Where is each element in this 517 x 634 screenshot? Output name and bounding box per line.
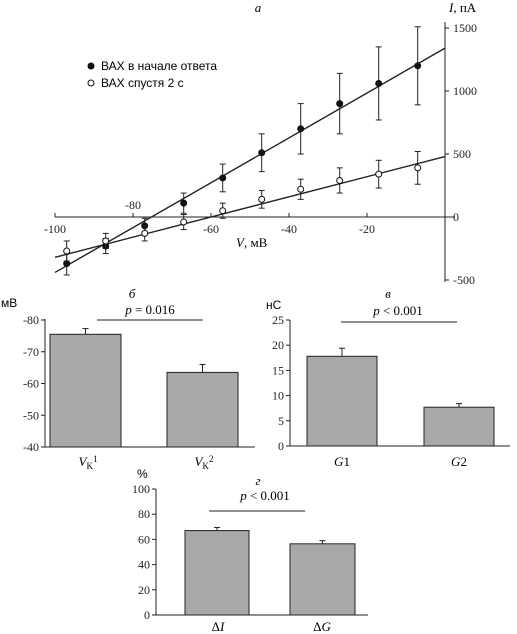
panel-a-label: а [255,0,262,15]
panel-g-category-2: ΔG [313,619,331,634]
data-point-series-2 [63,247,71,255]
y-tick-label: -40 [23,440,39,454]
panel-g-plot-area: 0 20 40 60 80 100 [132,482,356,622]
panel-a-y-unit: , пА [453,0,476,15]
y-tick-label: 500 [453,147,471,161]
panel-a-x-axis-title: V, мВ [236,235,268,250]
panel-a-iv-curves: а -100 -80 -60 -40 -20 -500 0 500 1000 1500 V, м… [44,0,477,287]
panel-v-label: в [385,286,391,301]
panel-a-y-ticks: -500 0 500 1000 1500 [445,21,477,287]
bar-2 [423,406,495,447]
y-tick-label: 20 [272,338,284,352]
data-point-series-1 [336,100,344,108]
y-tick-label: 20 [138,583,150,597]
panel-v-category-1: G1 [334,454,350,469]
legend-marker-filled [87,62,95,70]
legend-marker-open [87,79,95,87]
data-point-series-1 [180,199,188,207]
data-point-series-1 [258,149,266,157]
y-tick-label: 80 [138,507,150,521]
legend-label-series-2: ВАХ спустя 2 с [101,76,184,90]
data-point-series-2 [141,229,149,237]
bar-1 [184,530,250,616]
panel-g-unit: % [137,467,148,481]
y-tick-label: 1500 [453,21,477,35]
data-point-series-2 [297,185,305,193]
legend-label-series-1: ВАХ в начале ответа [101,59,217,73]
panel-g-category-1: ΔI [212,619,225,634]
y-tick-label: -70 [23,345,39,359]
panel-a-y-var: I [448,0,454,15]
panel-a-x-unit: , мВ [244,235,268,250]
y-tick-label: 60 [138,532,150,546]
panel-v-category-2: G2 [451,454,467,469]
y-tick-label: 1000 [453,84,477,98]
data-point-series-1 [297,125,305,133]
panel-a-legend: ВАХ в начале ответа ВАХ спустя 2 с [87,59,217,90]
y-tick-label: 0 [144,608,150,622]
bar-2 [166,371,239,448]
panel-g-percent-bars: г % p < 0.001 0 20 40 60 80 100 ΔI ΔG [132,467,368,634]
bar-2 [289,543,356,616]
y-tick-label: -50 [23,408,39,422]
panel-b-p-value: p = 0.016 [124,302,175,317]
data-point-series-1 [219,174,227,182]
panel-a-x-var: V [236,235,246,250]
y-tick-label: 25 [272,313,284,327]
y-tick-label: 5 [278,414,284,428]
x-tick-label: -80 [125,198,141,212]
panel-b-category-2: VK2 [195,454,214,471]
y-tick-label: 15 [272,363,284,377]
y-tick-label: 0 [453,210,459,224]
x-tick-label: -100 [44,222,66,236]
panel-a-y-axis-title: I, пА [448,0,477,15]
data-point-series-2 [375,170,383,178]
x-tick-label: -40 [281,222,297,236]
panel-b-potential-bars: б мВ p = 0.016 -80 -70 -60 -50 -40 VK1 VK2 [1,286,255,471]
panel-a-plot-area [54,26,446,276]
panel-b-label: б [129,286,136,301]
data-point-series-1 [414,62,422,70]
data-point-series-2 [258,195,266,203]
data-point-series-2 [180,218,188,226]
y-tick-label: -80 [23,313,39,327]
y-tick-label: 40 [138,558,150,572]
panel-b-plot-area: -80 -70 -60 -50 -40 [23,313,239,454]
x-tick-label: -20 [359,222,375,236]
data-point-series-2 [336,176,344,184]
x-tick-label: -60 [203,222,219,236]
data-point-series-2 [102,237,110,245]
panel-b-category-1: VK1 [79,454,98,471]
y-tick-label: 100 [132,482,150,496]
data-point-series-2 [219,207,227,215]
panel-v-unit: нС [266,298,282,312]
panel-b-unit: мВ [1,296,17,310]
panel-a-x-ticks: -100 -80 -60 -40 -20 [44,198,375,236]
panel-v-p-value: p < 0.001 [372,303,423,318]
panel-g-p-value: p < 0.001 [239,488,290,503]
y-tick-label: -60 [23,377,39,391]
panel-g-label: г [255,473,260,488]
y-tick-label: -500 [453,273,475,287]
bar-1 [306,355,378,447]
bar-1 [49,333,122,448]
data-point-series-1 [375,79,383,87]
panel-v-conductance-bars: в нС p < 0.001 0 5 10 15 20 25 G1 G2 [266,286,510,469]
data-point-series-2 [414,164,422,172]
panel-v-plot-area: 0 5 10 15 20 25 [272,313,495,453]
y-tick-label: 10 [272,389,284,403]
y-tick-label: 0 [278,439,284,453]
